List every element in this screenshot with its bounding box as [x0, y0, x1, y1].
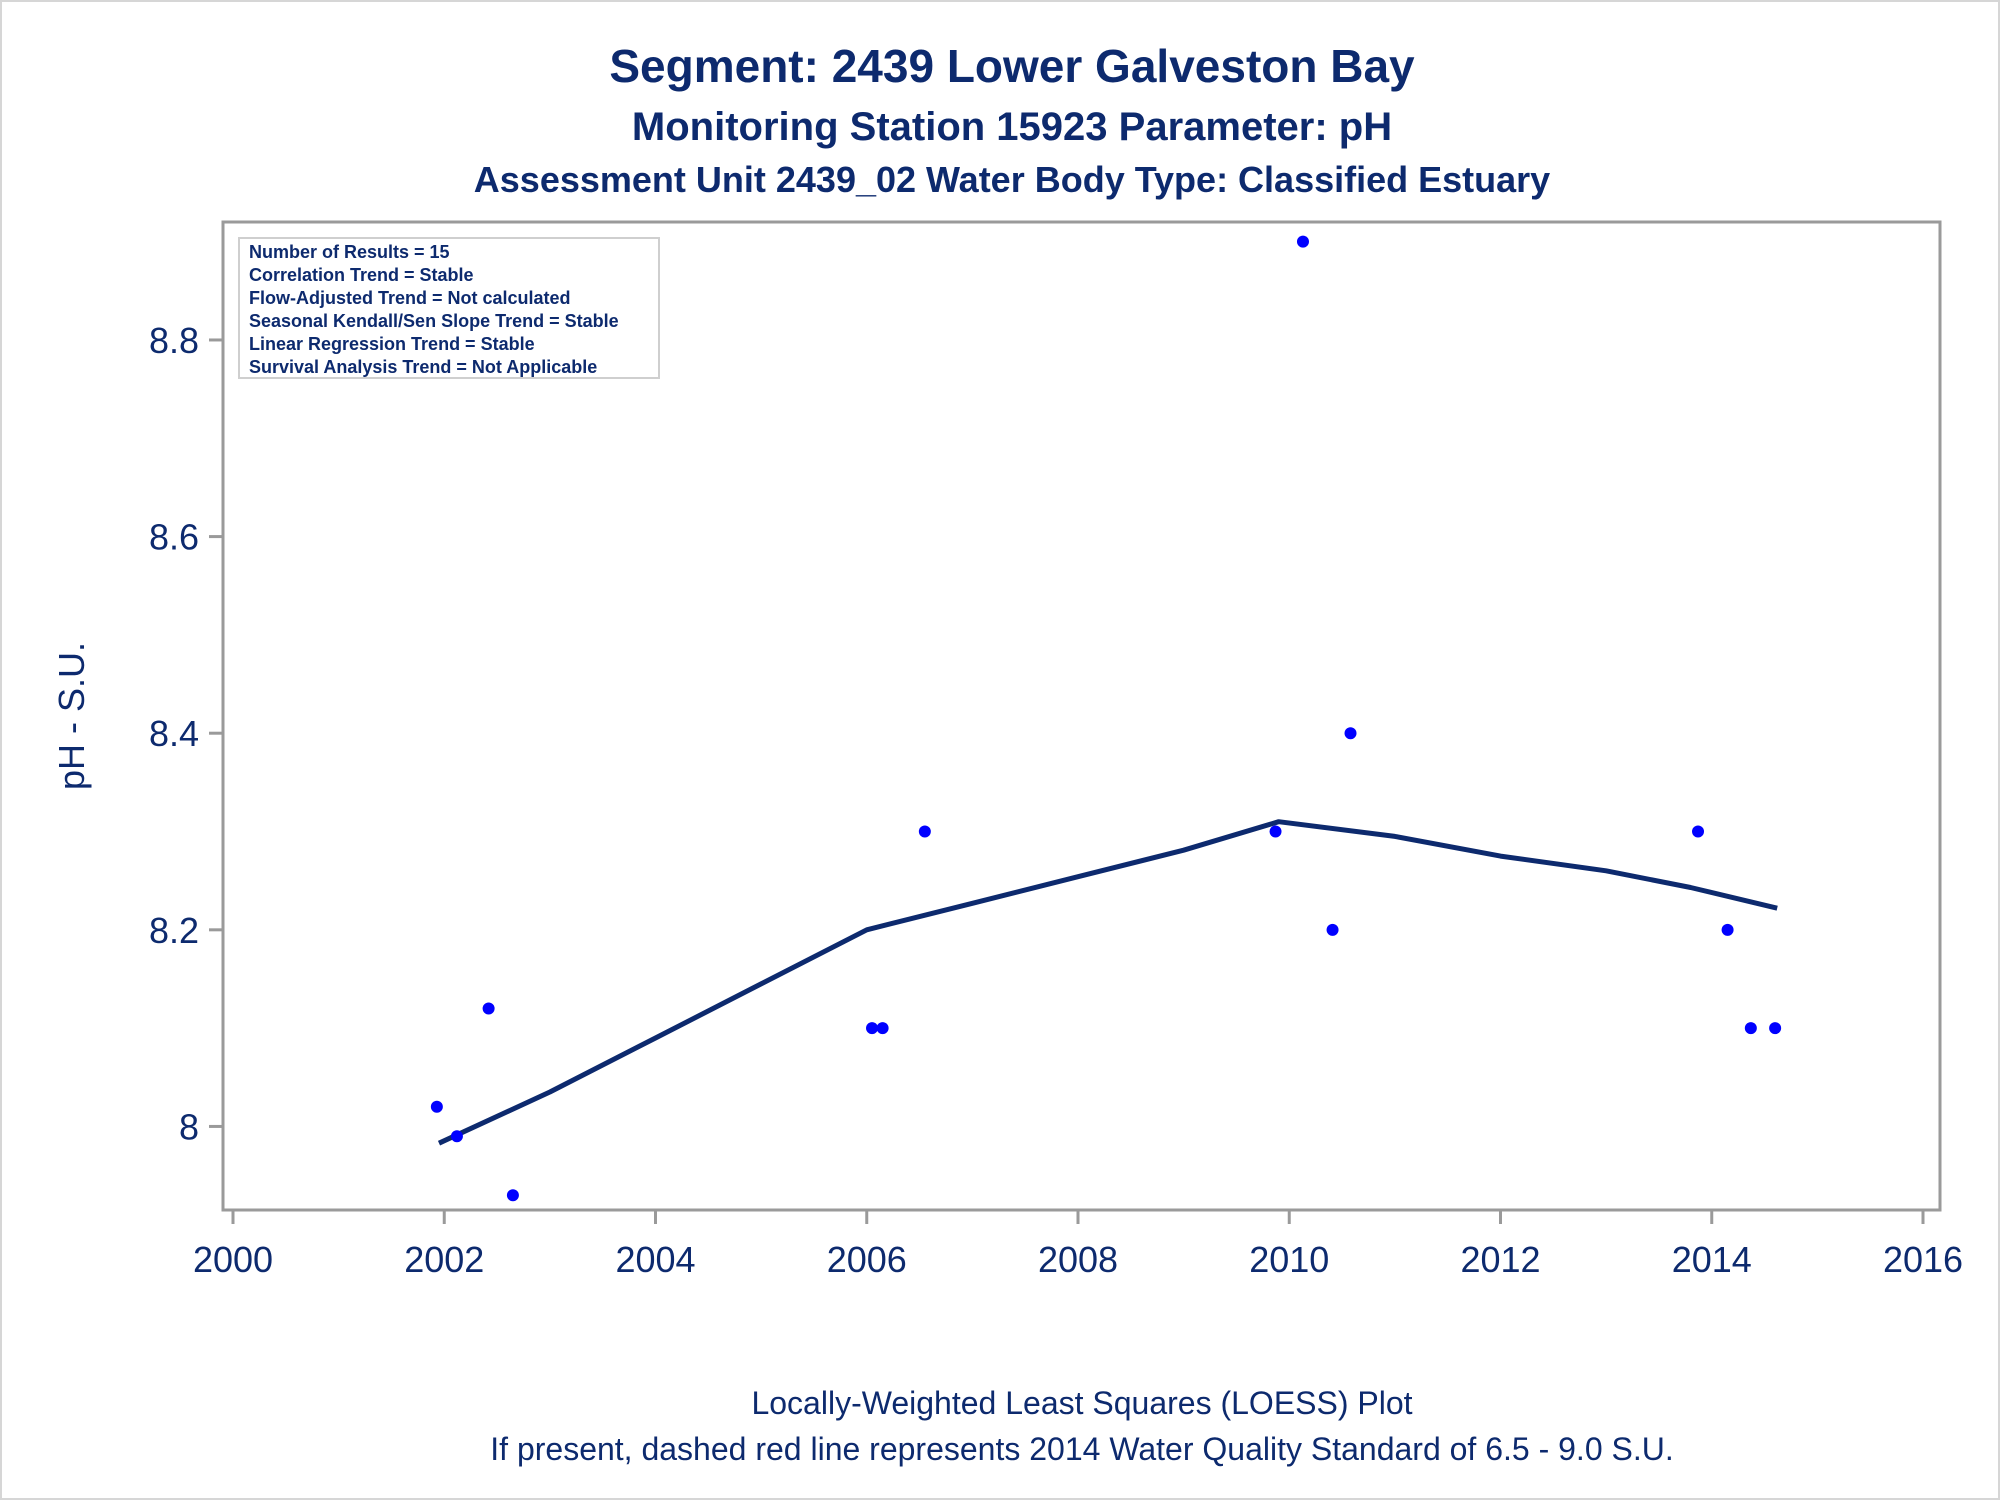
x-tick-label: 2002	[404, 1239, 484, 1280]
footer-standard-note: If present, dashed red line represents 2…	[490, 1431, 1673, 1467]
data-point	[482, 1002, 495, 1015]
data-point	[918, 825, 931, 838]
x-axis: 2000 2002 2004 2006 2008 2010 2012 2014 2016	[193, 1210, 1963, 1280]
x-tick-label: 2000	[193, 1239, 273, 1280]
data-points	[430, 235, 1782, 1202]
x-tick-label: 2004	[615, 1239, 695, 1280]
x-tick-label: 2008	[1038, 1239, 1118, 1280]
x-tick-label: 2016	[1883, 1239, 1963, 1280]
data-point	[1296, 235, 1309, 248]
stat-seasonal-kendall-trend: Seasonal Kendall/Sen Slope Trend = Stabl…	[249, 311, 619, 331]
footer-loess-note: Locally-Weighted Least Squares (LOESS) P…	[751, 1385, 1412, 1421]
data-point	[1744, 1022, 1757, 1035]
x-tick-label: 2010	[1249, 1239, 1329, 1280]
data-point	[876, 1022, 889, 1035]
data-point	[1326, 923, 1339, 936]
stats-box: Number of Results = 15 Correlation Trend…	[238, 237, 660, 379]
data-point	[1721, 923, 1734, 936]
stat-flow-adjusted-trend: Flow-Adjusted Trend = Not calculated	[249, 288, 571, 308]
x-tick-label: 2014	[1672, 1239, 1752, 1280]
stat-linear-regression-trend: Linear Regression Trend = Stable	[249, 334, 535, 354]
chart-title: Segment: 2439 Lower Galveston Bay	[609, 40, 1415, 92]
chart-subtitle-assessment: Assessment Unit 2439_02 Water Body Type:…	[474, 159, 1550, 200]
y-tick-label: 8.2	[149, 910, 199, 951]
data-point	[1692, 825, 1705, 838]
stat-correlation-trend: Correlation Trend = Stable	[249, 265, 474, 285]
stats-box-border	[238, 237, 660, 379]
stat-number-of-results: Number of Results = 15	[249, 242, 450, 262]
plot-area	[221, 220, 1942, 1212]
y-axis: 8 8.2 8.4 8.6 8.8	[149, 320, 223, 1147]
chart-subtitle-station: Monitoring Station 15923 Parameter: pH	[632, 105, 1392, 149]
y-axis-label: pH - S.U.	[51, 642, 92, 790]
data-point	[430, 1100, 443, 1113]
data-point	[866, 1022, 879, 1035]
y-tick-label: 8.4	[149, 713, 199, 754]
y-tick-label: 8	[179, 1106, 199, 1147]
x-tick-label: 2012	[1460, 1239, 1540, 1280]
stat-survival-analysis-trend: Survival Analysis Trend = Not Applicable	[249, 357, 597, 377]
data-point	[506, 1189, 519, 1202]
data-point	[450, 1130, 463, 1143]
y-tick-label: 8.8	[149, 320, 199, 361]
data-point	[1769, 1022, 1782, 1035]
loess-line	[437, 819, 1778, 1146]
data-point	[1344, 727, 1357, 740]
y-tick-label: 8.6	[149, 517, 199, 558]
data-point	[1269, 825, 1282, 838]
x-tick-label: 2006	[827, 1239, 907, 1280]
